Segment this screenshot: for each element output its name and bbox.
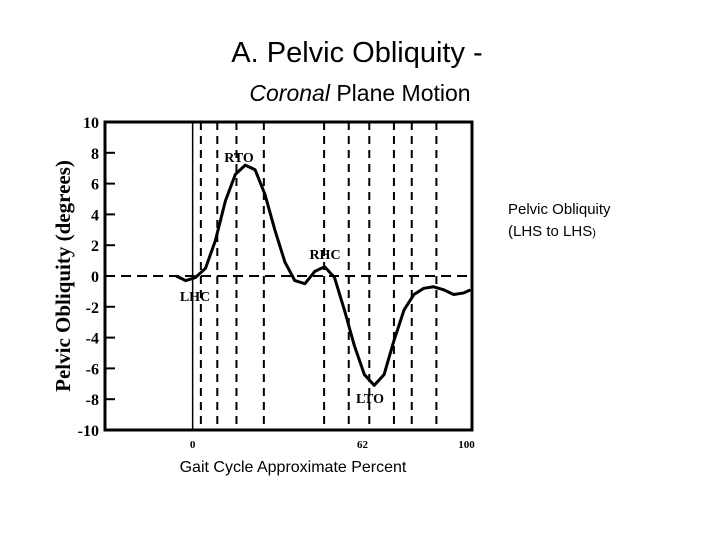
slide-title: A. Pelvic Obliquity -: [231, 37, 482, 69]
y-tick-label: -4: [86, 331, 99, 348]
y-tick-label: 6: [91, 177, 99, 194]
annotation: LTO: [356, 392, 384, 407]
y-tick-label: 8: [91, 146, 99, 163]
side-label: (LHS to LHS): [508, 223, 596, 240]
subtitle: Coronal Plane Motion: [249, 80, 470, 106]
annotation: RHC: [309, 248, 340, 263]
x-tick-label: 100: [458, 439, 475, 451]
y-tick-label: -10: [78, 423, 99, 440]
side-label: Pelvic Obliquity: [508, 201, 611, 218]
side-label-part: (LHS to LHS: [508, 223, 592, 240]
y-tick-label: 0: [91, 269, 99, 286]
y-tick-label: 2: [91, 238, 99, 255]
x-tick-label: 62: [357, 439, 369, 451]
y-tick-label: -8: [86, 392, 99, 409]
x-tick-label: 0: [190, 439, 196, 451]
subtitle-rest: Plane Motion: [336, 80, 470, 106]
x-axis-label: Gait Cycle Approximate Percent: [180, 459, 407, 476]
side-label-part: ): [592, 227, 596, 239]
y-axis-label: Pelvic Obliquity (degrees): [51, 160, 75, 392]
annotation: RTO: [224, 151, 254, 166]
subtitle-italic: Coronal: [249, 80, 330, 106]
y-tick-label: -2: [86, 300, 99, 317]
y-tick-label: 10: [83, 115, 99, 132]
y-tick-label: -6: [86, 361, 99, 378]
series-line: [175, 163, 471, 387]
y-tick-label: 4: [91, 207, 99, 224]
annotation: LHC: [180, 290, 210, 305]
